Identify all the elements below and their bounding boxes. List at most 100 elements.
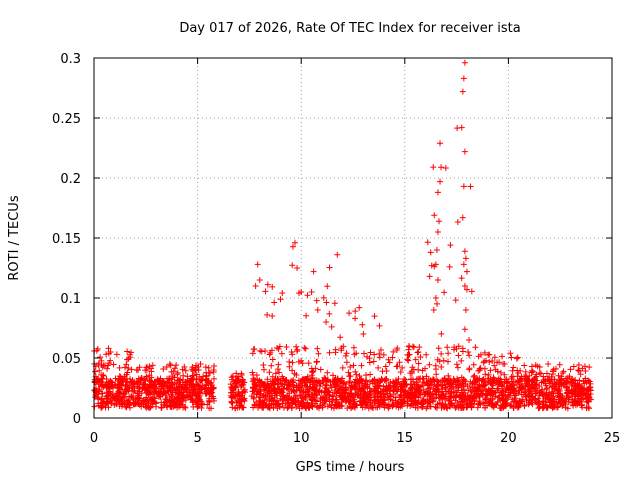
data-point: [153, 403, 160, 410]
y-axis-label: ROTI / TECUs: [7, 195, 22, 280]
data-point: [272, 370, 279, 377]
data-point: [374, 379, 381, 386]
data-point: [288, 387, 295, 394]
x-tick-label: 20: [500, 431, 517, 446]
data-point: [174, 390, 181, 397]
data-point: [260, 366, 267, 373]
data-point: [194, 403, 201, 410]
data-point: [387, 379, 394, 386]
data-point: [310, 368, 317, 375]
data-point: [319, 404, 326, 411]
data-point: [166, 399, 173, 406]
data-point: [394, 362, 401, 369]
data-point: [206, 405, 213, 412]
data-point: [313, 392, 320, 399]
data-point: [182, 367, 189, 374]
data-point: [394, 381, 401, 388]
data-point: [229, 373, 236, 380]
data-point: [299, 399, 306, 406]
data-point: [110, 361, 117, 368]
data-point: [227, 389, 234, 396]
data-point: [289, 243, 296, 250]
data-point: [390, 402, 397, 409]
data-point: [382, 391, 389, 398]
data-point: [173, 401, 180, 408]
data-point: [236, 402, 243, 409]
data-point: [346, 379, 353, 386]
data-point: [239, 379, 246, 386]
data-point: [377, 390, 384, 397]
data-point: [274, 366, 281, 373]
data-point: [193, 391, 200, 398]
data-point: [168, 404, 175, 411]
data-point: [169, 389, 176, 396]
data-point: [295, 384, 302, 391]
data-point: [205, 379, 212, 386]
data-point: [412, 356, 419, 363]
data-point: [149, 362, 156, 369]
data-point: [341, 395, 348, 402]
data-point: [275, 345, 282, 352]
data-point: [289, 396, 296, 403]
data-point: [395, 404, 402, 411]
data-point: [248, 392, 255, 399]
data-point: [299, 377, 306, 384]
data-point: [191, 372, 198, 379]
data-point: [267, 349, 274, 356]
data-point: [143, 364, 150, 371]
data-point: [317, 366, 324, 373]
data-point: [309, 369, 316, 376]
data-point: [280, 397, 287, 404]
data-point: [363, 399, 370, 406]
data-point: [367, 349, 374, 356]
data-point: [338, 347, 345, 354]
data-point: [116, 373, 123, 380]
data-point: [281, 394, 288, 401]
data-point: [182, 404, 189, 411]
data-point: [114, 394, 121, 401]
data-point: [143, 367, 150, 374]
data-point: [371, 351, 378, 358]
data-point: [125, 355, 132, 362]
data-points: [91, 59, 595, 412]
data-point: [363, 372, 370, 379]
data-point: [407, 384, 414, 391]
data-point: [249, 350, 256, 357]
data-point: [323, 299, 330, 306]
data-point: [336, 386, 343, 393]
data-point: [231, 392, 238, 399]
data-point: [403, 381, 410, 388]
data-point: [390, 348, 397, 355]
data-point: [353, 350, 360, 357]
data-point: [399, 364, 406, 371]
data-point: [208, 393, 215, 400]
data-point: [347, 378, 354, 385]
data-point: [336, 401, 343, 408]
x-tick-label: 10: [293, 431, 310, 446]
data-point: [202, 364, 209, 371]
data-point: [311, 384, 318, 391]
data-point: [227, 381, 234, 388]
data-point: [289, 367, 296, 374]
data-point: [357, 402, 364, 409]
data-point: [360, 384, 367, 391]
data-point: [329, 393, 336, 400]
data-point: [331, 381, 338, 388]
data-point: [324, 369, 331, 376]
data-point: [239, 376, 246, 383]
data-point: [119, 401, 126, 408]
data-point: [100, 362, 107, 369]
data-point: [181, 363, 188, 370]
data-point: [264, 376, 271, 383]
data-point: [322, 381, 329, 388]
data-point: [331, 387, 338, 394]
data-point: [276, 369, 283, 376]
data-point: [399, 403, 406, 410]
data-point: [150, 382, 157, 389]
data-point: [125, 387, 132, 394]
data-point: [332, 349, 339, 356]
data-point: [383, 376, 390, 383]
data-point: [148, 379, 155, 386]
data-point: [161, 382, 168, 389]
data-point: [361, 389, 368, 396]
